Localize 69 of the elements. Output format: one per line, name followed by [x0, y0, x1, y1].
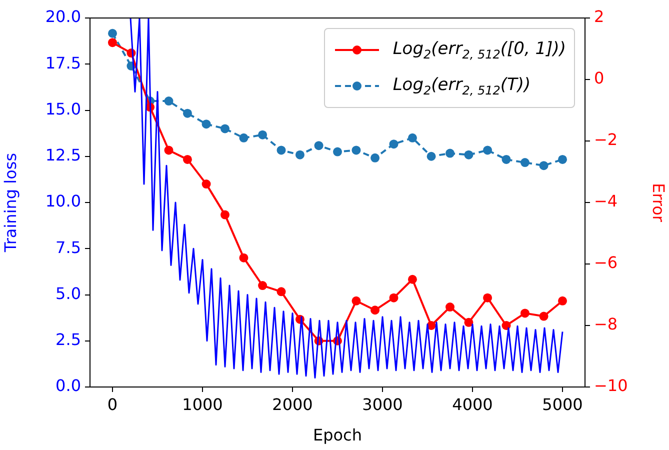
point: [352, 146, 361, 155]
point: [370, 153, 380, 162]
point: [502, 154, 511, 164]
y2-tick-label: 0: [594, 68, 604, 88]
point: [220, 210, 230, 220]
x-tick-label: 5000: [542, 394, 583, 414]
point: [408, 133, 417, 142]
point: [220, 124, 230, 134]
x-axis-title: Epoch: [313, 426, 362, 445]
point: [333, 147, 342, 156]
point: [108, 38, 117, 48]
legend-label: Log$_{2}$(err$_{2, 512}$([0, 1])): [392, 38, 566, 62]
point: [520, 308, 530, 318]
point: [446, 148, 454, 158]
y2-tick-label: 2: [594, 7, 604, 26]
point: [426, 152, 436, 161]
point: [408, 274, 417, 284]
point: [258, 130, 268, 140]
point: [464, 150, 474, 160]
point: [352, 296, 361, 306]
point: [276, 146, 286, 155]
legend-label: Log$_{2}$(err$_{2, 512}$(T)): [392, 74, 531, 98]
y-tick-label: 20.0: [45, 7, 81, 26]
point: [202, 180, 211, 189]
y-tick-label: 2.5: [56, 330, 81, 350]
y-tick-label: 15.0: [45, 99, 81, 118]
point: [539, 312, 548, 321]
point: [239, 253, 248, 262]
point: [202, 120, 211, 129]
y2-tick-label: −4: [594, 192, 618, 211]
point: [182, 154, 192, 164]
point: [502, 321, 511, 330]
x-tick-label: 2000: [272, 394, 313, 414]
y-axis-title: Training loss: [0, 152, 20, 254]
x-tick-label: 0: [107, 394, 118, 414]
point: [483, 146, 492, 155]
x-tick-label: 3000: [362, 394, 403, 414]
point: [389, 293, 398, 302]
x-tick-label: 4000: [452, 394, 493, 414]
y-tick-label: 5.0: [56, 284, 81, 303]
y2-tick-label: −10: [594, 376, 628, 396]
y-tick-label: 10.0: [45, 192, 81, 211]
point: [164, 146, 174, 155]
point: [258, 281, 268, 290]
point: [558, 154, 567, 164]
point: [182, 108, 192, 118]
point: [464, 318, 474, 327]
point: [558, 296, 567, 306]
point: [314, 141, 324, 150]
point: [520, 158, 530, 168]
y2-tick-label: −8: [594, 314, 618, 334]
point: [276, 287, 286, 296]
x-tick-label: 1000: [182, 394, 223, 414]
y-tick-label: 7.5: [56, 238, 81, 257]
y-tick-label: 12.5: [45, 146, 81, 165]
y2-tick-label: −6: [594, 253, 618, 272]
point: [539, 161, 548, 170]
point: [446, 302, 454, 312]
y-tick-label: 0.0: [56, 376, 81, 396]
point: [239, 133, 248, 142]
point: [295, 150, 304, 160]
y2-tick-label: −2: [594, 130, 618, 150]
y2-axis-title: Error: [649, 183, 668, 222]
point: [108, 28, 117, 38]
point: [483, 293, 492, 302]
point: [370, 306, 380, 315]
point: [164, 96, 174, 106]
y-tick-label: 17.5: [45, 53, 81, 72]
point: [389, 140, 398, 149]
